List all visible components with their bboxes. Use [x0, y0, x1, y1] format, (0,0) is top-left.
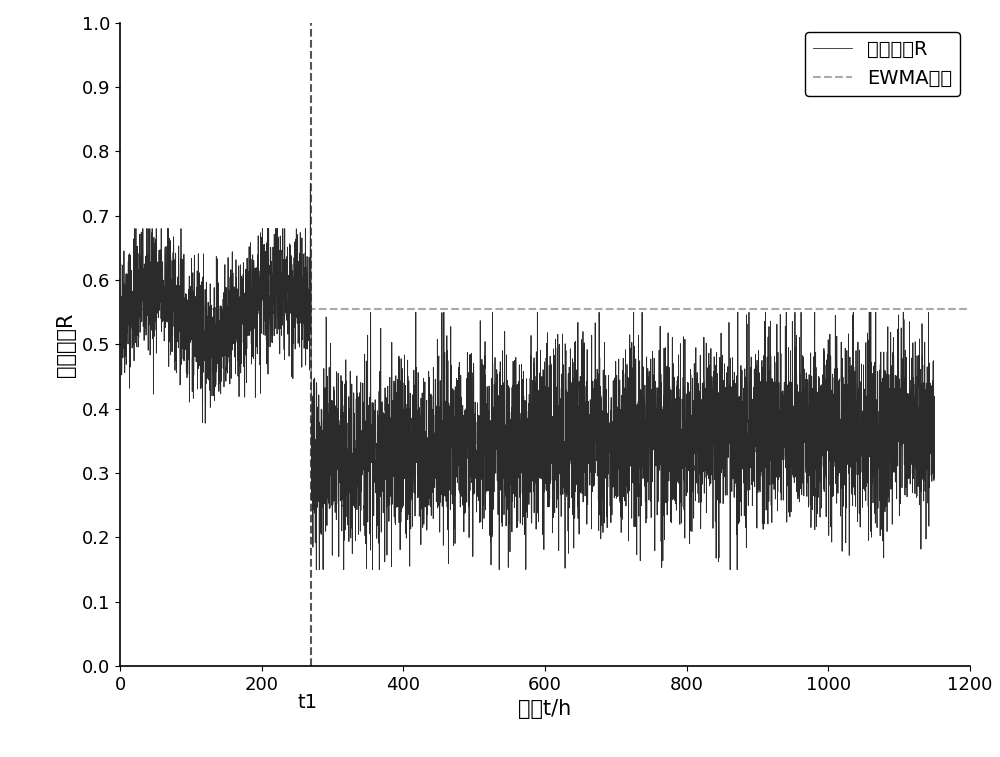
Line: 重建概率R: 重建概率R: [120, 183, 935, 569]
重建概率R: [662, 396, 674, 405]
重建概率R: [304, 179, 316, 188]
重建概率R: [114, 295, 126, 304]
重建概率R: [878, 431, 890, 440]
重建概率R: [310, 565, 322, 574]
重建概率R: [929, 449, 941, 458]
Text: t1: t1: [297, 693, 317, 712]
X-axis label: 时间t/h: 时间t/h: [518, 699, 572, 719]
EWMA阈值: [115, 304, 127, 313]
重建概率R: [250, 337, 262, 346]
Y-axis label: 重建概率R: 重建概率R: [56, 312, 76, 377]
Legend: 重建概率R, EWMA阈值: 重建概率R, EWMA阈值: [805, 33, 960, 95]
重建概率R: [318, 465, 330, 474]
重建概率R: [219, 288, 231, 298]
EWMA阈值: [114, 304, 126, 313]
重建概率R: [725, 479, 737, 488]
